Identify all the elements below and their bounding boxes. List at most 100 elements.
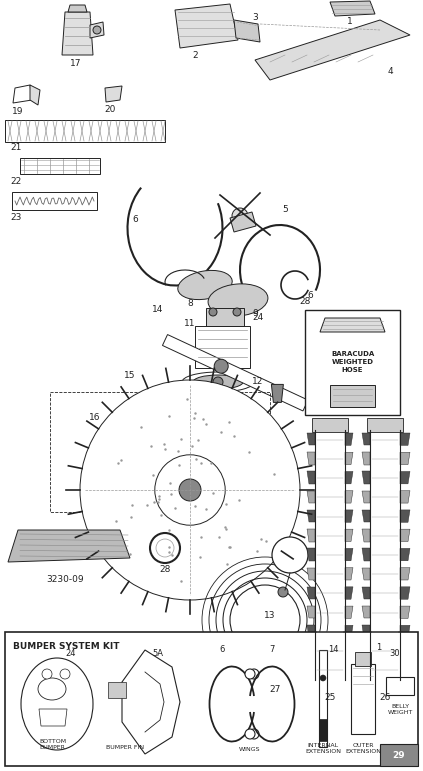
Polygon shape bbox=[8, 530, 130, 562]
Polygon shape bbox=[307, 453, 315, 465]
Bar bbox=[206, 308, 244, 326]
Text: INTERNAL
EXTENSION: INTERNAL EXTENSION bbox=[305, 743, 341, 754]
Text: 8: 8 bbox=[187, 298, 193, 308]
Polygon shape bbox=[307, 567, 315, 580]
Polygon shape bbox=[400, 625, 410, 638]
Polygon shape bbox=[362, 453, 370, 465]
Ellipse shape bbox=[21, 658, 93, 750]
Ellipse shape bbox=[193, 375, 243, 389]
Text: 11: 11 bbox=[184, 319, 195, 328]
Text: WINGS: WINGS bbox=[239, 747, 261, 752]
Polygon shape bbox=[362, 567, 370, 580]
Text: 3230-09: 3230-09 bbox=[46, 575, 84, 584]
Polygon shape bbox=[68, 5, 87, 12]
Circle shape bbox=[150, 533, 180, 563]
Text: OUTER
EXTENSION: OUTER EXTENSION bbox=[345, 743, 381, 754]
Text: 30: 30 bbox=[390, 649, 400, 658]
Polygon shape bbox=[345, 433, 353, 446]
Polygon shape bbox=[307, 433, 315, 446]
Bar bbox=[351, 664, 375, 734]
Polygon shape bbox=[234, 20, 260, 42]
Polygon shape bbox=[362, 490, 370, 503]
Polygon shape bbox=[345, 587, 353, 599]
Polygon shape bbox=[400, 548, 410, 561]
Polygon shape bbox=[30, 85, 40, 105]
Text: 29: 29 bbox=[393, 750, 405, 759]
Text: 28: 28 bbox=[159, 565, 171, 574]
Circle shape bbox=[93, 26, 101, 34]
Polygon shape bbox=[105, 86, 122, 102]
Polygon shape bbox=[400, 453, 410, 465]
Text: 23: 23 bbox=[10, 214, 22, 223]
Polygon shape bbox=[345, 606, 353, 618]
Bar bbox=[380, 744, 418, 766]
Polygon shape bbox=[400, 471, 410, 484]
Circle shape bbox=[249, 729, 259, 739]
Bar bbox=[355, 652, 371, 666]
Ellipse shape bbox=[208, 284, 268, 316]
Text: 2: 2 bbox=[192, 52, 198, 60]
Polygon shape bbox=[400, 510, 410, 522]
Text: 1: 1 bbox=[376, 644, 382, 652]
Bar bbox=[319, 719, 327, 741]
Polygon shape bbox=[400, 490, 410, 503]
Text: 4: 4 bbox=[387, 68, 393, 76]
Polygon shape bbox=[162, 335, 308, 411]
Bar bbox=[312, 418, 348, 432]
Bar bbox=[108, 682, 126, 698]
Text: 25: 25 bbox=[324, 693, 336, 702]
Text: 5A: 5A bbox=[153, 649, 164, 658]
Polygon shape bbox=[345, 567, 353, 580]
Polygon shape bbox=[175, 4, 238, 48]
Text: 3: 3 bbox=[252, 14, 258, 22]
Polygon shape bbox=[345, 664, 353, 676]
Polygon shape bbox=[307, 645, 315, 657]
Text: 9: 9 bbox=[252, 308, 258, 318]
Polygon shape bbox=[362, 587, 370, 599]
Text: 15: 15 bbox=[124, 371, 136, 379]
Polygon shape bbox=[400, 567, 410, 580]
Circle shape bbox=[320, 675, 326, 681]
Circle shape bbox=[156, 539, 174, 557]
Polygon shape bbox=[307, 490, 315, 503]
Polygon shape bbox=[345, 471, 353, 484]
Polygon shape bbox=[307, 587, 315, 599]
Polygon shape bbox=[62, 12, 93, 55]
Text: 24: 24 bbox=[66, 649, 76, 658]
Text: BUMPER FIN: BUMPER FIN bbox=[106, 745, 144, 750]
Circle shape bbox=[179, 479, 201, 501]
Bar bbox=[305, 310, 400, 415]
Text: 22: 22 bbox=[10, 177, 21, 187]
Bar bbox=[12, 192, 97, 210]
Polygon shape bbox=[362, 529, 370, 541]
Ellipse shape bbox=[38, 678, 66, 700]
Text: 6: 6 bbox=[307, 291, 313, 299]
Text: 6: 6 bbox=[219, 645, 225, 655]
Polygon shape bbox=[345, 548, 353, 561]
Polygon shape bbox=[90, 22, 104, 38]
Circle shape bbox=[278, 587, 288, 597]
Polygon shape bbox=[307, 548, 315, 561]
Polygon shape bbox=[362, 664, 370, 676]
Text: 21: 21 bbox=[10, 143, 22, 153]
Polygon shape bbox=[307, 510, 315, 522]
Circle shape bbox=[233, 308, 241, 316]
Bar bbox=[367, 418, 403, 432]
Polygon shape bbox=[272, 385, 283, 402]
Circle shape bbox=[80, 380, 300, 600]
Circle shape bbox=[232, 208, 248, 224]
Text: 24: 24 bbox=[253, 314, 264, 322]
Bar bbox=[312, 680, 348, 688]
Circle shape bbox=[214, 359, 228, 373]
Polygon shape bbox=[362, 625, 370, 638]
Polygon shape bbox=[362, 471, 370, 484]
Text: 16: 16 bbox=[89, 413, 101, 423]
Text: 14: 14 bbox=[152, 305, 164, 315]
Bar bbox=[319, 650, 327, 747]
Circle shape bbox=[60, 669, 70, 679]
Text: 17: 17 bbox=[70, 59, 82, 68]
Polygon shape bbox=[362, 433, 370, 446]
Bar bbox=[330, 385, 375, 407]
Circle shape bbox=[272, 537, 308, 573]
Text: BOTTOM
BUMPER: BOTTOM BUMPER bbox=[39, 739, 66, 750]
